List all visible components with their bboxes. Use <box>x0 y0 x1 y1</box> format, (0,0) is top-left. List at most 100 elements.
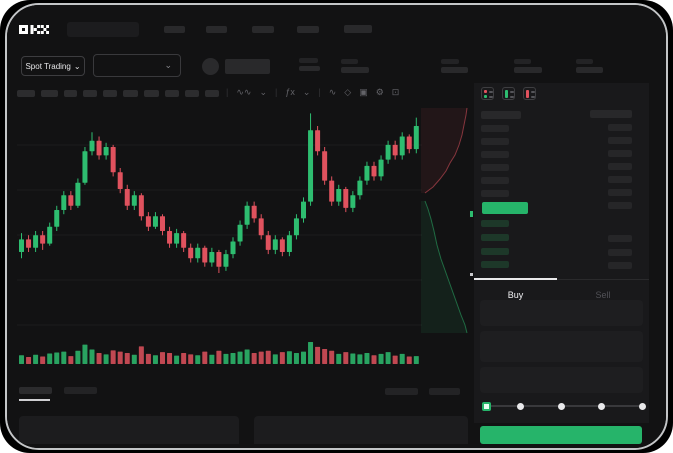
stat-value-placeholder <box>441 67 468 73</box>
coin-avatar <box>202 58 219 75</box>
ask-amount-placeholder[interactable] <box>608 163 632 170</box>
bottom-action-placeholder[interactable] <box>385 388 418 395</box>
slider-stop-50[interactable] <box>557 402 565 410</box>
nav-item-placeholder[interactable] <box>164 26 185 33</box>
timeframe-slot[interactable] <box>144 90 159 97</box>
nav-item-placeholder[interactable] <box>206 26 227 33</box>
stat-label-placeholder <box>514 59 531 64</box>
chart-type-icon[interactable]: ∿∿ <box>236 87 252 97</box>
tab-sell-label: Sell <box>595 290 611 300</box>
divider-icon: | <box>318 87 321 97</box>
okx-logo[interactable] <box>19 24 49 35</box>
orderbook-panel: Buy Sell <box>474 83 649 423</box>
timeframe-slot[interactable] <box>205 90 219 97</box>
tab-sell[interactable]: Sell <box>557 280 649 310</box>
buy-submit-button[interactable] <box>480 426 642 444</box>
indicators-icon[interactable]: ƒx <box>285 87 295 97</box>
ask-amount-placeholder[interactable] <box>608 124 632 131</box>
ask-amount-placeholder[interactable] <box>608 202 632 209</box>
stat-value-placeholder <box>341 67 369 73</box>
chevron-down-icon: ⌄ <box>73 61 81 71</box>
bottom-tab-underline <box>19 399 50 401</box>
timeframe-slot[interactable] <box>83 90 97 97</box>
orders-table-placeholder <box>19 416 239 444</box>
bid-amount-placeholder[interactable] <box>608 249 632 256</box>
pair-name-placeholder <box>225 59 270 74</box>
bottom-tab-placeholder[interactable] <box>64 387 97 394</box>
divider-icon: | <box>226 87 229 97</box>
fullscreen-icon[interactable]: ⊡ <box>391 87 400 97</box>
orderbook-price-header-placeholder <box>481 111 521 119</box>
active-tab-indicator <box>474 278 557 280</box>
price-field[interactable] <box>480 300 643 326</box>
bid-amount-placeholder[interactable] <box>608 262 632 269</box>
bottom-action-placeholder[interactable] <box>429 388 460 395</box>
market-type-label: Spot Trading <box>25 61 71 71</box>
timeframe-slot[interactable] <box>17 90 35 97</box>
amount-field[interactable] <box>480 331 643 362</box>
timeframe-slot[interactable] <box>185 90 199 97</box>
tab-buy-label: Buy <box>507 290 524 300</box>
ask-price-placeholder[interactable] <box>481 190 509 197</box>
stat-label-placeholder <box>576 59 593 64</box>
ask-amount-placeholder[interactable] <box>608 150 632 157</box>
ask-amount-placeholder[interactable] <box>608 176 632 183</box>
divider-icon: | <box>274 87 278 97</box>
orderbook-amount-header-placeholder <box>590 110 632 118</box>
ask-price-placeholder[interactable] <box>481 164 509 171</box>
stat-label-placeholder <box>341 59 358 64</box>
book-bids-icon[interactable] <box>502 87 515 100</box>
pair-selector-dropdown[interactable]: ⌄ <box>93 54 181 77</box>
bid-amount-placeholder[interactable] <box>608 235 632 242</box>
depth-chart[interactable] <box>421 105 473 337</box>
chart-settings-icon[interactable]: ⚙ <box>375 87 384 97</box>
chevron-down-icon: ⌄ <box>164 60 172 70</box>
slider-stop-25[interactable] <box>516 402 524 410</box>
last-price-highlight[interactable] <box>482 202 528 214</box>
snapshot-icon[interactable]: ▣ <box>359 87 368 97</box>
compare-icon[interactable]: ◇ <box>344 87 352 97</box>
slider-stop-100[interactable] <box>638 402 646 410</box>
stat-value-placeholder <box>514 67 542 73</box>
timeframe-slot[interactable] <box>103 90 117 97</box>
timeframe-slot[interactable] <box>64 90 77 97</box>
nav-item-placeholder[interactable] <box>252 26 274 33</box>
last-price-value-placeholder <box>299 66 320 71</box>
ask-price-placeholder[interactable] <box>481 125 509 132</box>
slider-stop-0[interactable] <box>481 401 491 411</box>
chart-type-chevron-icon[interactable]: ⌄ <box>259 87 267 97</box>
timeframe-slot[interactable] <box>123 90 138 97</box>
last-price-label-placeholder <box>299 58 318 63</box>
market-type-dropdown[interactable]: Spot Trading ⌄ <box>21 56 85 76</box>
timeframe-slot[interactable] <box>41 90 58 97</box>
trade-tabs: Buy Sell <box>474 278 649 310</box>
line-tool-icon[interactable]: ∿ <box>328 87 337 97</box>
history-table-placeholder <box>254 416 468 444</box>
bid-price-placeholder[interactable] <box>481 261 509 268</box>
bottom-tab-active-placeholder[interactable] <box>19 387 52 394</box>
total-field[interactable] <box>480 367 643 393</box>
slider-stop-75[interactable] <box>597 402 605 410</box>
book-asks-icon[interactable] <box>523 87 536 100</box>
timeframe-slot[interactable] <box>165 90 179 97</box>
stat-label-placeholder <box>441 59 459 64</box>
bid-price-placeholder[interactable] <box>481 234 509 241</box>
ask-price-placeholder[interactable] <box>481 151 509 158</box>
stat-value-placeholder <box>576 67 603 73</box>
bid-price-placeholder[interactable] <box>481 248 509 255</box>
ask-amount-placeholder[interactable] <box>608 189 632 196</box>
trading-app: Spot Trading ⌄ ⌄ | ∿∿ ⌄ | ƒx ⌄ | ∿ ◇ ▣ ⚙ ⊡ <box>7 5 666 448</box>
book-combined-icon[interactable] <box>481 87 494 100</box>
ask-amount-placeholder[interactable] <box>608 137 632 144</box>
bid-price-placeholder[interactable] <box>481 220 509 227</box>
ask-price-placeholder[interactable] <box>481 177 509 184</box>
ask-price-placeholder[interactable] <box>481 138 509 145</box>
nav-item-placeholder[interactable] <box>344 25 372 33</box>
nav-item-placeholder[interactable] <box>297 26 319 33</box>
indicators-chevron-icon[interactable]: ⌄ <box>302 87 311 97</box>
tab-buy[interactable]: Buy <box>474 278 557 310</box>
search-input[interactable] <box>67 22 139 37</box>
candlestick-chart[interactable] <box>17 105 422 367</box>
timeframe-toolbar <box>17 90 219 97</box>
